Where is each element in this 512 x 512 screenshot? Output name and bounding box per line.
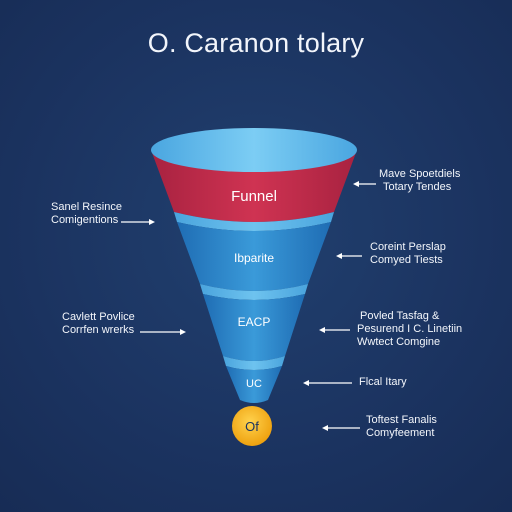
segment-label-5: Of [245,419,259,434]
arrow-right-2 [336,253,362,259]
annotation-right-4: Flcal Itary [359,376,407,389]
annotation-right-1: Mave Spoetdiels Totary Tendes [379,168,460,194]
funnel-segment-3 [203,294,305,361]
annotation-right-2-line-1: Coreint Perslap [370,241,446,253]
funnel-segment-1 [151,128,357,222]
annotation-left-2-line-1: Cavlett Povlice [62,311,135,323]
annotation-right-3-line-1: Povled Tasfag & [360,310,440,322]
annotation-right-3-line-3: Wwtect Comgine [357,336,441,348]
annotation-right-2-line-2: Comyed Tiests [370,254,443,266]
segment-label-4: UC [246,378,262,390]
segment-label-1: Funnel [231,188,277,205]
funnel-segment-4 [226,366,282,403]
funnel-band-1 [174,212,334,231]
arrow-left-2 [140,329,186,335]
funnel-ball [232,406,272,446]
annotation-left-1-line-2: Comigentions [51,214,119,226]
annotation-right-4-line-1: Flcal Itary [359,376,407,388]
annotation-left-2-line-2: Corrfen wrerks [62,324,135,336]
annotation-left-2: Cavlett Povlice Corrfen wrerks [62,311,135,337]
funnel-rim [151,128,357,172]
arrow-left-1 [121,219,155,225]
arrow-right-1 [353,181,376,187]
arrow-right-3 [319,327,350,333]
funnel-segment-2 [177,222,331,291]
annotation-left-1-line-1: Sanel Resince [51,201,122,213]
funnel-band-2 [200,284,308,300]
annotation-right-5: Toftest Fanalis Comyfeement [366,414,437,440]
annotation-right-1-line-2: Totary Tendes [383,181,452,193]
arrow-right-5 [322,425,360,431]
annotation-right-3-line-2: Pesurend I C. Linetiin [357,323,463,335]
arrow-right-4 [303,380,352,386]
funnel-band-3 [223,356,285,370]
annotation-right-3: Povled Tasfag & Pesurend I C. Linetiin W… [357,310,462,349]
annotation-right-1-line-1: Mave Spoetdiels [379,168,461,180]
segment-label-2: Ibparite [234,251,274,265]
annotation-right-5-line-1: Toftest Fanalis [366,414,437,426]
annotation-left-1: Sanel Resince Comigentions [51,201,122,227]
annotation-right-2: Coreint Perslap Comyed Tiests [370,241,446,267]
diagram-title: O. Caranon tolary [147,28,365,58]
annotation-right-5-line-2: Comyfeement [366,427,435,439]
segment-label-3: EACP [238,315,271,329]
